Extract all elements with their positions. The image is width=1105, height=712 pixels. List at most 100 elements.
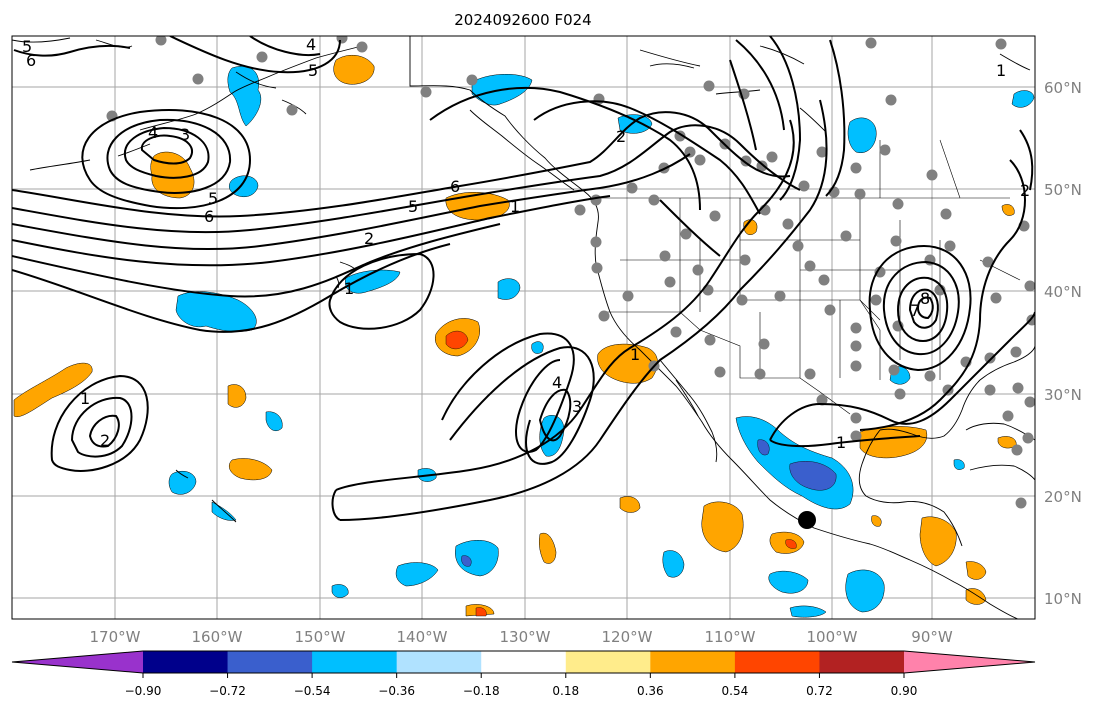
station-dot [420,86,432,98]
colorbar-segment [227,651,313,673]
station-dot [850,412,862,424]
colorbar-tick-label: 0.36 [637,684,664,698]
station-dot [680,228,692,240]
station-dot [664,276,676,288]
contour-label: 4 [148,123,158,142]
station-dot [574,204,586,216]
strong-positive-shading [445,330,797,617]
station-dot [192,73,204,85]
contour-label: 2 [1020,181,1030,200]
colorbar-extend-max [904,651,1035,673]
contour-lines [12,36,1035,521]
station-dot [739,254,751,266]
latitude-label: 10°N [1044,590,1082,608]
station-dot [990,292,1002,304]
station-dot [736,294,748,306]
station-dot [766,151,778,163]
longitude-label: 110°W [705,628,756,646]
latitude-label: 30°N [1044,386,1082,404]
station-dot [850,360,862,372]
station-dot [924,370,936,382]
station-dot [702,284,714,296]
contour-label: 4 [306,35,316,54]
colorbar-tick-label: −0.72 [209,684,246,698]
station-dot [714,366,726,378]
station-dot [850,340,862,352]
station-dot [865,37,877,49]
longitude-label: 130°W [500,628,551,646]
colorbar-tick-label: −0.54 [294,684,331,698]
station-dot [622,290,634,302]
contour-label: 1 [996,61,1006,80]
station-dot [879,144,891,156]
contour-label: 6 [450,177,460,196]
station-dot [840,230,852,242]
station-dot [850,322,862,334]
contour-labels: 5 6 4 3 5 6 4 5 2 5 6 1 1 1 2 4 3 2 1 1 … [22,35,1030,452]
station-dot [704,334,716,346]
colorbar-segment [819,651,905,673]
station-dot [888,364,900,376]
station-dot [984,384,996,396]
station-dot [792,240,804,252]
station-dot [870,294,882,306]
contour-label: 1 [344,279,354,298]
contour-label: 6 [26,51,36,70]
contour-label: 2 [100,431,110,450]
colorbar-tick-label: 0.54 [722,684,749,698]
location-marker [798,511,816,529]
latitude-label: 20°N [1044,488,1082,506]
station-dot [982,256,994,268]
contour-label: 5 [308,61,318,80]
station-dot [782,218,794,230]
station-dot [1015,497,1027,509]
station-dot [995,38,1007,50]
station-dot [590,194,602,206]
station-dot [591,262,603,274]
latitude-label: 60°N [1044,79,1082,97]
station-dot [944,240,956,252]
station-dot [598,310,610,322]
station-dot [709,210,721,222]
colorbar-segment [312,651,398,673]
contour-label: 8 [920,289,930,308]
station-dot [774,290,786,302]
contour-label: 7 [910,301,920,320]
longitude-label: 150°W [295,628,346,646]
station-dot [850,430,862,442]
station-dot [256,51,268,63]
station-dot [590,236,602,248]
contour-label: 1 [630,345,640,364]
contour-label: 5 [208,189,218,208]
station-dot [885,94,897,106]
contour-label: 5 [408,197,418,216]
positive-anomaly-shading [13,54,1017,617]
station-dot [754,368,766,380]
colorbar-extend-min [12,651,143,673]
station-dot [703,80,715,92]
colorbar-segment [396,651,482,673]
station-dot [659,250,671,262]
station-dot [758,338,770,350]
contour-label: 3 [180,125,190,144]
longitude-label: 160°W [192,628,243,646]
station-dot [1024,280,1035,292]
station-dot [1012,382,1024,394]
station-dot [1011,444,1023,456]
colorbar-segment [650,651,736,673]
station-dot [356,41,368,53]
station-dot [816,146,828,158]
colorbar-tick-label: −0.36 [378,684,415,698]
contour-label: 3 [572,397,582,416]
longitude-label: 100°W [807,628,858,646]
contour-label: 1 [80,389,90,408]
station-dot [940,208,952,220]
latitude-label: 50°N [1044,181,1082,199]
station-dot [854,188,866,200]
longitude-labels: 170°W 160°W 150°W 140°W 130°W 120°W 110°W 100°W… [90,628,953,646]
colorbar-tick-label: −0.18 [463,684,500,698]
colorbar: −0.90 −0.72 −0.54 −0.36 −0.18 0.18 0.36 0.54 0.7… [11,650,1036,698]
station-dot [984,352,996,364]
station-dot [890,235,902,247]
